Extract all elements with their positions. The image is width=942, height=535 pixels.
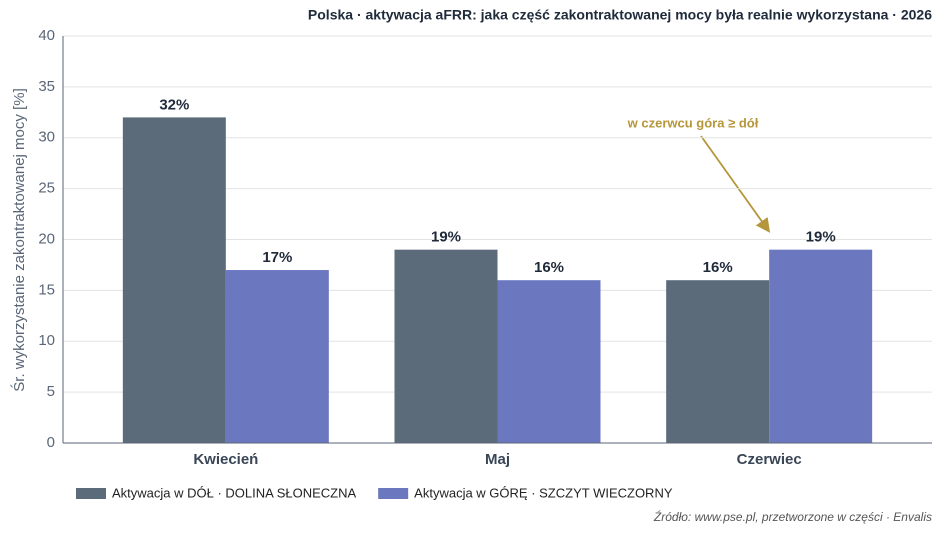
legend-label: Aktywacja w GÓRĘ · SZCZYT WIECZORNY xyxy=(414,485,673,500)
bar xyxy=(394,249,498,443)
y-tick-label: 30 xyxy=(38,129,55,146)
x-tick-label: Maj xyxy=(485,451,510,468)
chart-title: Polska · aktywacja aFRR: jaka część zako… xyxy=(308,7,932,23)
y-tick-label: 5 xyxy=(47,383,55,400)
y-tick-label: 15 xyxy=(38,281,55,298)
value-label: 16% xyxy=(703,259,733,276)
y-tick-label: 20 xyxy=(38,230,55,247)
x-tick-label: Czerwiec xyxy=(737,451,802,468)
bar xyxy=(666,280,770,443)
annotation-arrow xyxy=(700,135,771,233)
value-label: 19% xyxy=(431,229,461,246)
y-tick-label: 35 xyxy=(38,78,55,95)
value-label: 17% xyxy=(262,249,292,266)
legend-swatch xyxy=(76,488,106,499)
y-axis-label: Śr. wykorzystanie zakontraktowanej mocy … xyxy=(10,88,28,391)
x-tick-label: Kwiecień xyxy=(193,451,258,468)
y-tick-label: 25 xyxy=(38,180,55,197)
y-tick-label: 0 xyxy=(47,434,55,451)
value-label: 19% xyxy=(806,229,836,246)
bar xyxy=(497,280,601,443)
y-tick-label: 10 xyxy=(38,332,55,349)
value-label: 32% xyxy=(159,96,189,113)
source: Źródło: www.pse.pl, przetworzone w częśc… xyxy=(653,509,932,524)
legend-swatch xyxy=(378,488,409,499)
annotation: w czerwcu góra ≥ dół xyxy=(627,115,759,130)
y-tick-label: 40 xyxy=(38,27,55,44)
bar xyxy=(769,249,873,443)
bar xyxy=(122,117,226,444)
legend-label: Aktywacja w DÓŁ · DOLINA SŁONECZNA xyxy=(112,485,356,500)
value-label: 16% xyxy=(534,259,564,276)
bar xyxy=(225,270,329,443)
